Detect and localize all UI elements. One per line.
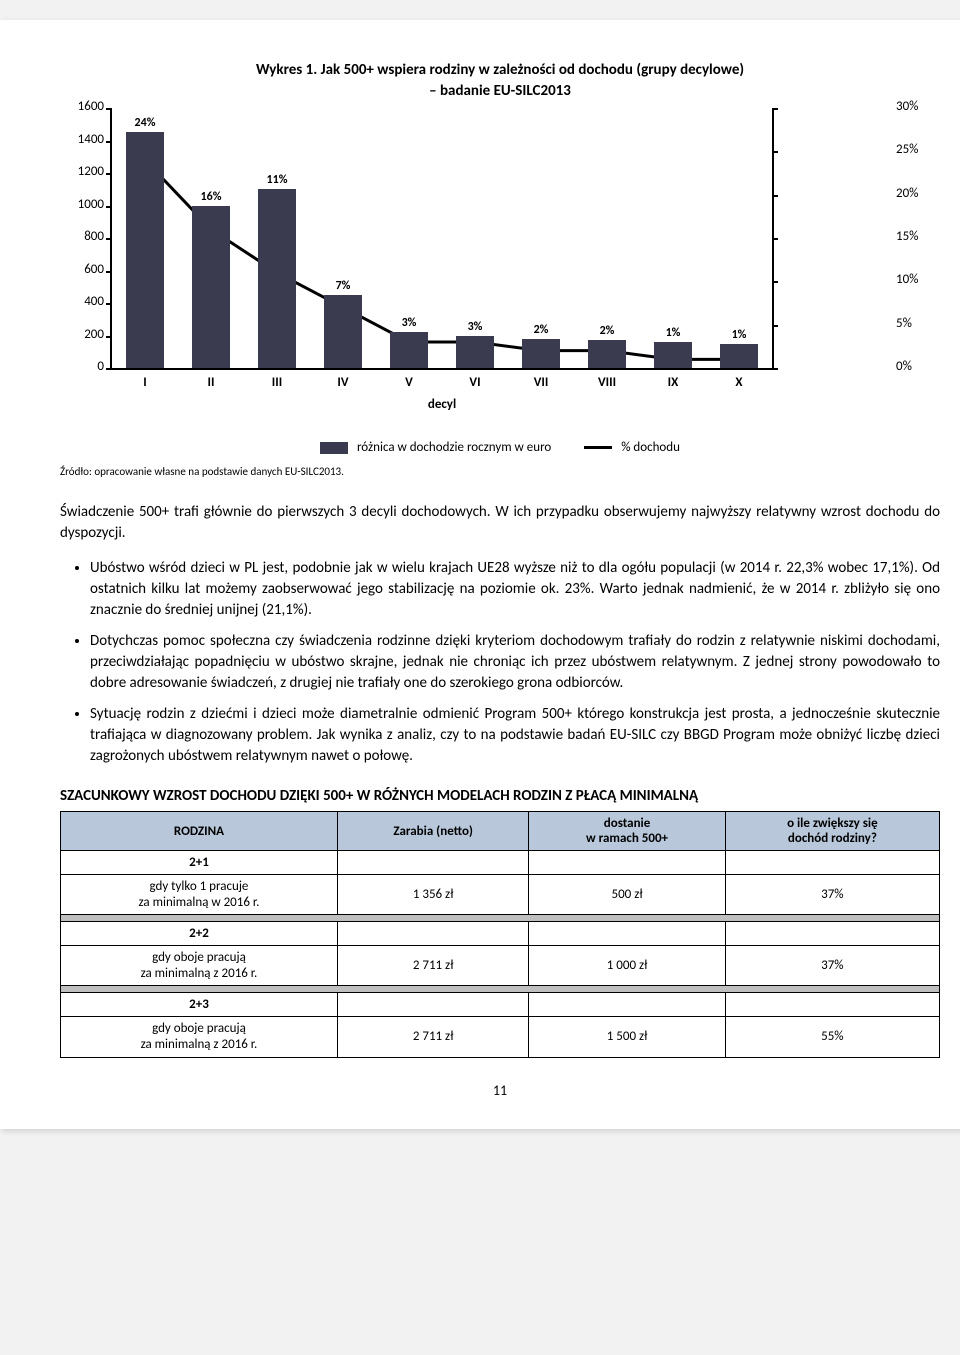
th-family: RODZINA bbox=[61, 812, 338, 851]
chart-title: Wykres 1. Jak 500+ wspiera rodziny w zal… bbox=[60, 60, 940, 102]
chart-title-line2: – badanie EU-SILC2013 bbox=[429, 82, 571, 100]
chart-plot: decyl 24%I16%II11%III7%IV3%V3%VI2%VII2%V… bbox=[110, 108, 774, 370]
x-label: I bbox=[125, 375, 165, 390]
chart: decyl 24% I 16% II 11% III 7% IV 3% V 3% VI 2% VII 2% V… bbox=[60, 108, 940, 428]
chart-legend: różnica w dochodzie rocznym w euro % doc… bbox=[60, 440, 940, 455]
xaxis-title: decyl bbox=[112, 397, 772, 412]
y-left-label: 800 bbox=[68, 229, 104, 244]
bar-label: 24% bbox=[125, 116, 165, 130]
source-note: Źródło: opracowanie własne na podstawie … bbox=[60, 465, 940, 478]
table-row: 2+3 bbox=[61, 993, 940, 1017]
x-label: II bbox=[191, 375, 231, 390]
bar bbox=[192, 206, 230, 369]
y-left-label: 600 bbox=[68, 262, 104, 277]
page-number: 11 bbox=[60, 1082, 940, 1099]
table-row: gdy oboje pracują za minimalną z 2016 r.… bbox=[61, 1017, 940, 1057]
bar-label: 7% bbox=[323, 279, 363, 293]
bar bbox=[456, 336, 494, 369]
x-label: III bbox=[257, 375, 297, 390]
bullet-item: Ubóstwo wśród dzieci w PL jest, podobnie… bbox=[90, 558, 940, 621]
bar-label: 3% bbox=[389, 316, 429, 330]
y-left-label: 1400 bbox=[68, 132, 104, 147]
chart-title-line1: Wykres 1. Jak 500+ wspiera rodziny w zal… bbox=[256, 61, 744, 79]
x-label: IV bbox=[323, 375, 363, 390]
legend-line-label: % dochodu bbox=[621, 440, 680, 455]
bar-label: 3% bbox=[455, 320, 495, 334]
x-label: X bbox=[719, 375, 759, 390]
y-right-label: 30% bbox=[896, 99, 932, 114]
y-right-label: 25% bbox=[896, 142, 932, 157]
bar bbox=[258, 189, 296, 368]
y-left-label: 1000 bbox=[68, 197, 104, 212]
bar bbox=[654, 342, 692, 368]
x-label: VII bbox=[521, 375, 561, 390]
bar bbox=[390, 332, 428, 368]
bar-label: 11% bbox=[257, 173, 297, 187]
y-left-label: 400 bbox=[68, 294, 104, 309]
bullet-list: Ubóstwo wśród dzieci w PL jest, podobnie… bbox=[60, 558, 940, 767]
table-row: 2+2 bbox=[61, 922, 940, 946]
income-table: RODZINA Zarabia (netto) dostanie w ramac… bbox=[60, 811, 940, 1058]
page: Wykres 1. Jak 500+ wspiera rodziny w zal… bbox=[0, 20, 960, 1129]
bullet-item: Sytuację rodzin z dziećmi i dzieci może … bbox=[90, 704, 940, 767]
table-separator bbox=[61, 986, 940, 993]
y-right-label: 10% bbox=[896, 272, 932, 287]
y-right-label: 5% bbox=[896, 316, 932, 331]
section-heading: SZACUNKOWY WZROST DOCHODU DZIĘKI 500+ W … bbox=[60, 787, 940, 805]
bar-label: 2% bbox=[521, 323, 561, 337]
bar bbox=[522, 339, 560, 368]
bar-label: 16% bbox=[191, 190, 231, 204]
bar-label: 2% bbox=[587, 324, 627, 338]
bar bbox=[126, 132, 164, 368]
bar bbox=[720, 344, 758, 368]
x-label: VIII bbox=[587, 375, 627, 390]
table-row: gdy tylko 1 pracuje za minimalną w 2016 … bbox=[61, 875, 940, 915]
legend-line-swatch bbox=[584, 446, 612, 449]
table-row: 2+1 bbox=[61, 851, 940, 875]
th-get: dostanie w ramach 500+ bbox=[529, 812, 725, 851]
y-left-label: 200 bbox=[68, 327, 104, 342]
paragraph-1: Świadczenie 500+ trafi głównie do pierws… bbox=[60, 502, 940, 544]
bar bbox=[588, 340, 626, 368]
th-inc: o ile zwiększy się dochód rodziny? bbox=[725, 812, 939, 851]
bullet-item: Dotychczas pomoc społeczna czy świadczen… bbox=[90, 631, 940, 694]
y-left-label: 1200 bbox=[68, 164, 104, 179]
table-separator bbox=[61, 915, 940, 922]
y-right-label: 15% bbox=[896, 229, 932, 244]
bar-label: 1% bbox=[653, 326, 693, 340]
table-header-row: RODZINA Zarabia (netto) dostanie w ramac… bbox=[61, 812, 940, 851]
th-earn: Zarabia (netto) bbox=[337, 812, 528, 851]
legend-bar-swatch bbox=[320, 442, 348, 454]
legend-bar-label: różnica w dochodzie rocznym w euro bbox=[357, 440, 551, 455]
x-label: V bbox=[389, 375, 429, 390]
x-label: VI bbox=[455, 375, 495, 390]
x-label: IX bbox=[653, 375, 693, 390]
y-right-label: 0% bbox=[896, 359, 932, 374]
y-left-label: 1600 bbox=[68, 99, 104, 114]
y-left-label: 0 bbox=[68, 359, 104, 374]
bar-label: 1% bbox=[719, 328, 759, 342]
y-right-label: 20% bbox=[896, 186, 932, 201]
table-row: gdy oboje pracują za minimalną z 2016 r.… bbox=[61, 946, 940, 986]
bar bbox=[324, 295, 362, 368]
